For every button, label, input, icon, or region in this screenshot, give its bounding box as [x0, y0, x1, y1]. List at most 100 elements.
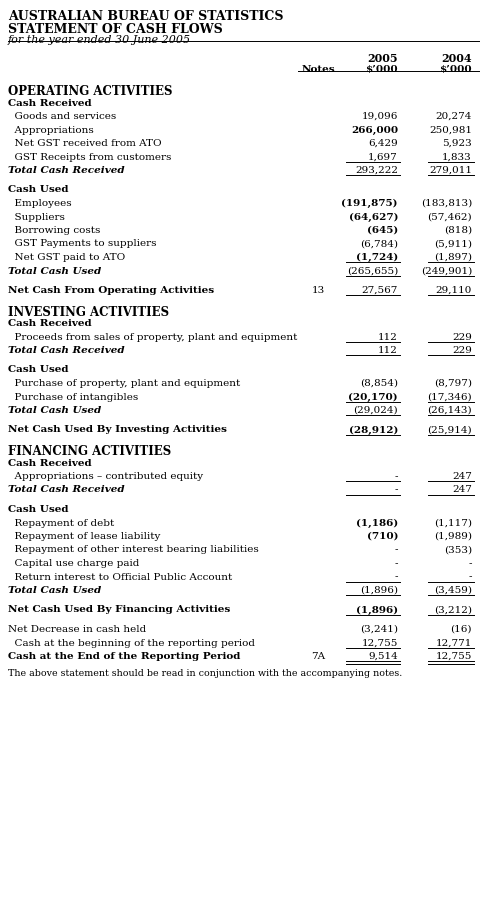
Text: (183,813): (183,813) [421, 198, 472, 207]
Text: -: - [468, 572, 472, 581]
Text: Cash Received: Cash Received [8, 98, 92, 107]
Text: FINANCING ACTIVITIES: FINANCING ACTIVITIES [8, 445, 171, 457]
Text: Appropriations – contributed equity: Appropriations – contributed equity [8, 472, 203, 481]
Text: (191,875): (191,875) [341, 198, 398, 207]
Text: Purchase of intangibles: Purchase of intangibles [8, 392, 138, 401]
Text: Employees: Employees [8, 198, 72, 207]
Text: (5,911): (5,911) [434, 239, 472, 248]
Text: -: - [394, 572, 398, 581]
Text: Net Cash Used By Financing Activities: Net Cash Used By Financing Activities [8, 605, 230, 614]
Text: Total Cash Received: Total Cash Received [8, 345, 125, 354]
Text: (6,784): (6,784) [360, 239, 398, 248]
Text: (20,170): (20,170) [348, 392, 398, 401]
Text: Cash at the End of the Reporting Period: Cash at the End of the Reporting Period [8, 651, 241, 660]
Text: 6,429: 6,429 [368, 139, 398, 148]
Text: 247: 247 [452, 472, 472, 481]
Text: (265,655): (265,655) [347, 266, 398, 275]
Text: 12,755: 12,755 [362, 638, 398, 647]
Text: GST Payments to suppliers: GST Payments to suppliers [8, 239, 156, 248]
Text: 29,110: 29,110 [436, 286, 472, 295]
Text: (1,896): (1,896) [360, 585, 398, 594]
Text: AUSTRALIAN BUREAU OF STATISTICS: AUSTRALIAN BUREAU OF STATISTICS [8, 10, 283, 23]
Text: $’000: $’000 [365, 65, 398, 74]
Text: (8,854): (8,854) [360, 379, 398, 388]
Text: 1,697: 1,697 [368, 152, 398, 161]
Text: Total Cash Received: Total Cash Received [8, 166, 125, 175]
Text: 19,096: 19,096 [362, 112, 398, 121]
Text: Return interest to Official Public Account: Return interest to Official Public Accou… [8, 572, 232, 581]
Text: (29,024): (29,024) [354, 406, 398, 415]
Text: (1,897): (1,897) [434, 253, 472, 262]
Text: 112: 112 [378, 345, 398, 354]
Text: Goods and services: Goods and services [8, 112, 116, 121]
Text: 279,011: 279,011 [429, 166, 472, 175]
Text: (28,912): (28,912) [349, 425, 398, 434]
Text: Net GST received from ATO: Net GST received from ATO [8, 139, 162, 148]
Text: (16): (16) [450, 624, 472, 633]
Text: Net Decrease in cash held: Net Decrease in cash held [8, 624, 146, 633]
Text: Cash Used: Cash Used [8, 365, 69, 374]
Text: Borrowing costs: Borrowing costs [8, 226, 100, 235]
Text: 2005: 2005 [367, 53, 398, 64]
Text: (1,989): (1,989) [434, 531, 472, 540]
Text: Capital use charge paid: Capital use charge paid [8, 558, 139, 567]
Text: Purchase of property, plant and equipment: Purchase of property, plant and equipmen… [8, 379, 240, 388]
Text: Proceeds from sales of property, plant and equipment: Proceeds from sales of property, plant a… [8, 332, 298, 341]
Text: Suppliers: Suppliers [8, 212, 65, 221]
Text: (8,797): (8,797) [434, 379, 472, 388]
Text: Net GST paid to ATO: Net GST paid to ATO [8, 253, 125, 262]
Text: Cash Received: Cash Received [8, 318, 92, 327]
Text: (710): (710) [367, 531, 398, 540]
Text: $’000: $’000 [439, 65, 472, 74]
Text: The above statement should be read in conjunction with the accompanying notes.: The above statement should be read in co… [8, 668, 402, 677]
Text: (249,901): (249,901) [421, 266, 472, 275]
Text: Net Cash Used By Investing Activities: Net Cash Used By Investing Activities [8, 425, 227, 434]
Text: 266,000: 266,000 [351, 125, 398, 134]
Text: (26,143): (26,143) [428, 406, 472, 415]
Text: 7A: 7A [311, 651, 325, 660]
Text: (57,462): (57,462) [428, 212, 472, 221]
Text: Cash at the beginning of the reporting period: Cash at the beginning of the reporting p… [8, 638, 255, 647]
Text: -: - [394, 472, 398, 481]
Text: -: - [394, 558, 398, 567]
Text: Cash Received: Cash Received [8, 458, 92, 467]
Text: Total Cash Used: Total Cash Used [8, 585, 101, 594]
Text: (3,459): (3,459) [434, 585, 472, 594]
Text: 112: 112 [378, 332, 398, 341]
Text: -: - [394, 545, 398, 554]
Text: Total Cash Received: Total Cash Received [8, 485, 125, 494]
Text: 1,833: 1,833 [442, 152, 472, 161]
Text: 9,514: 9,514 [368, 651, 398, 660]
Text: Total Cash Used: Total Cash Used [8, 406, 101, 415]
Text: 293,222: 293,222 [355, 166, 398, 175]
Text: Cash Used: Cash Used [8, 185, 69, 194]
Text: (1,724): (1,724) [356, 253, 398, 262]
Text: 12,771: 12,771 [436, 638, 472, 647]
Text: (1,896): (1,896) [356, 605, 398, 614]
Text: Total Cash Used: Total Cash Used [8, 266, 101, 275]
Text: 250,981: 250,981 [429, 125, 472, 134]
Text: (25,914): (25,914) [428, 425, 472, 434]
Text: (17,346): (17,346) [428, 392, 472, 401]
Text: Repayment of debt: Repayment of debt [8, 518, 114, 527]
Text: (353): (353) [444, 545, 472, 554]
Text: Notes: Notes [301, 65, 335, 74]
Text: Repayment of other interest bearing liabilities: Repayment of other interest bearing liab… [8, 545, 259, 554]
Text: -: - [394, 485, 398, 494]
Text: 20,274: 20,274 [436, 112, 472, 121]
Text: INVESTING ACTIVITIES: INVESTING ACTIVITIES [8, 305, 169, 318]
Text: for the year ended 30 June 2005: for the year ended 30 June 2005 [8, 35, 191, 45]
Text: STATEMENT OF CASH FLOWS: STATEMENT OF CASH FLOWS [8, 23, 223, 36]
Text: (645): (645) [367, 226, 398, 235]
Text: (3,241): (3,241) [360, 624, 398, 633]
Text: (1,186): (1,186) [356, 518, 398, 527]
Text: Net Cash From Operating Activities: Net Cash From Operating Activities [8, 286, 214, 295]
Text: 229: 229 [452, 345, 472, 354]
Text: OPERATING ACTIVITIES: OPERATING ACTIVITIES [8, 85, 172, 98]
Text: Repayment of lease liability: Repayment of lease liability [8, 531, 160, 540]
Text: 2004: 2004 [441, 53, 472, 64]
Text: 13: 13 [311, 286, 325, 295]
Text: (1,117): (1,117) [434, 518, 472, 527]
Text: 12,755: 12,755 [436, 651, 472, 660]
Text: (3,212): (3,212) [434, 605, 472, 614]
